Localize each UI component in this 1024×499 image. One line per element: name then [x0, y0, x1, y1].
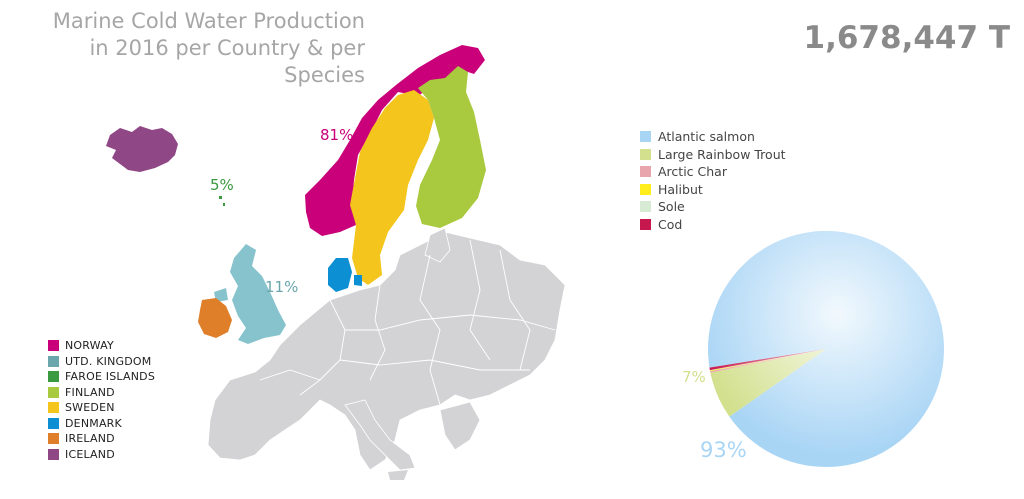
species-swatch: [640, 148, 651, 160]
pie-slices: [708, 231, 945, 468]
species-label: Cod: [658, 216, 683, 232]
species-label: Arctic Char: [658, 164, 727, 180]
species-legend-item: Atlantic salmon: [640, 128, 786, 146]
country-legend-item: SWEDEN: [48, 400, 155, 416]
species-swatch: [640, 201, 651, 213]
europe-mainland: [207, 231, 566, 471]
country-swatch: [48, 402, 59, 414]
norway-shape: [305, 45, 485, 236]
europe-sicily: [388, 470, 408, 480]
denmark-islands: [354, 275, 362, 286]
country-label: UTD. KINGDOM: [65, 354, 152, 368]
country-legend-item: NORWAY: [48, 338, 155, 354]
country-label: DENMARK: [65, 416, 122, 430]
country-label: FAROE ISLANDS: [65, 370, 156, 384]
faroe-shape: [219, 196, 225, 206]
country-legend-item: FAROE ISLANDS: [48, 369, 155, 385]
species-legend-item: Large Rainbow Trout: [640, 146, 786, 164]
uk-shape: [230, 244, 286, 344]
pie-slice-atlantic-salmon: [708, 231, 945, 468]
europe-borders: [259, 239, 556, 406]
denmark-shape: [328, 258, 352, 292]
species-legend-item: Halibut: [640, 181, 786, 199]
pie-label-trout: 7%: [682, 368, 706, 386]
country-label: FINLAND: [65, 385, 115, 399]
country-swatch: [48, 417, 59, 429]
species-swatch: [640, 166, 651, 178]
country-label: IRELAND: [65, 432, 115, 446]
species-label: Atlantic salmon: [658, 129, 755, 145]
country-legend-item: ICELAND: [48, 447, 155, 463]
europe-italy: [344, 399, 416, 471]
faroe-percent-label: 5%: [210, 176, 234, 194]
total-production: 1,678,447 T: [803, 20, 1010, 56]
sweden-shape: [350, 90, 434, 285]
country-legend-item: UTD. KINGDOM: [48, 354, 155, 370]
country-swatch: [48, 340, 59, 352]
country-swatch: [48, 371, 59, 383]
country-swatch: [48, 433, 59, 445]
species-swatch: [640, 131, 651, 143]
country-label: ICELAND: [65, 447, 115, 461]
norway-percent-label: 81%: [320, 126, 353, 144]
country-legend-item: IRELAND: [48, 431, 155, 447]
species-legend-item: Sole: [640, 198, 786, 216]
country-swatch: [48, 448, 59, 460]
country-swatch: [48, 355, 59, 367]
species-legend-item: Cod: [640, 216, 786, 234]
europe-baltic: [424, 227, 451, 263]
iceland-shape: [106, 126, 178, 172]
ireland-shape: [198, 298, 232, 338]
country-legend-item: DENMARK: [48, 416, 155, 432]
chart-title-line2: in 2016 per Country & per Species: [89, 36, 365, 87]
species-legend: Atlantic salmon Large Rainbow Trout Arct…: [640, 128, 786, 233]
country-legend: NORWAY UTD. KINGDOM FAROE ISLANDS FINLAN…: [48, 338, 155, 462]
chart-title-line1: Marine Cold Water Production: [52, 9, 365, 33]
country-swatch: [48, 386, 59, 398]
country-label: SWEDEN: [65, 401, 115, 415]
species-legend-item: Arctic Char: [640, 163, 786, 181]
pie-label-salmon: 93%: [700, 438, 747, 462]
finland-shape: [416, 66, 486, 228]
species-label: Large Rainbow Trout: [658, 146, 786, 162]
species-swatch: [640, 183, 651, 195]
country-label: NORWAY: [65, 339, 114, 353]
uk-percent-label: 11%: [265, 278, 298, 296]
ni-shape: [214, 288, 228, 302]
species-label: Sole: [658, 199, 685, 215]
species-swatch: [640, 218, 651, 230]
species-label: Halibut: [658, 181, 703, 197]
chart-title: Marine Cold Water Production in 2016 per…: [10, 8, 365, 89]
europe-greece: [439, 401, 481, 451]
country-legend-item: FINLAND: [48, 385, 155, 401]
